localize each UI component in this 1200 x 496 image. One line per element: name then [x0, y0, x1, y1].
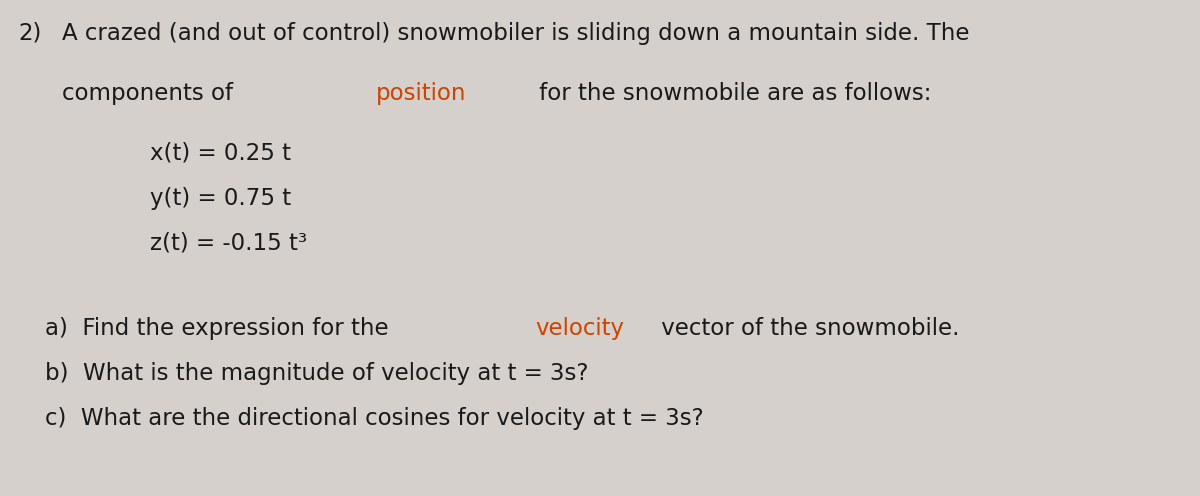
Text: 2): 2)	[18, 22, 41, 45]
Text: a)  Find the expression for the: a) Find the expression for the	[46, 317, 396, 340]
Text: vector of the snowmobile.: vector of the snowmobile.	[654, 317, 960, 340]
Text: c)  What are the directional cosines for velocity at t = 3s?: c) What are the directional cosines for …	[46, 407, 703, 430]
Text: x(t) = 0.25 t: x(t) = 0.25 t	[150, 142, 292, 165]
Text: components of: components of	[62, 82, 240, 105]
Text: for the snowmobile are as follows:: for the snowmobile are as follows:	[532, 82, 931, 105]
Text: y(t) = 0.75 t: y(t) = 0.75 t	[150, 187, 292, 210]
Text: b)  What is the magnitude of velocity at t = 3s?: b) What is the magnitude of velocity at …	[46, 362, 588, 385]
Text: A crazed (and out of control) snowmobiler is sliding down a mountain side. The: A crazed (and out of control) snowmobile…	[62, 22, 970, 45]
Text: z(t) = -0.15 t³: z(t) = -0.15 t³	[150, 232, 307, 255]
Text: velocity: velocity	[535, 317, 625, 340]
Text: position: position	[377, 82, 467, 105]
